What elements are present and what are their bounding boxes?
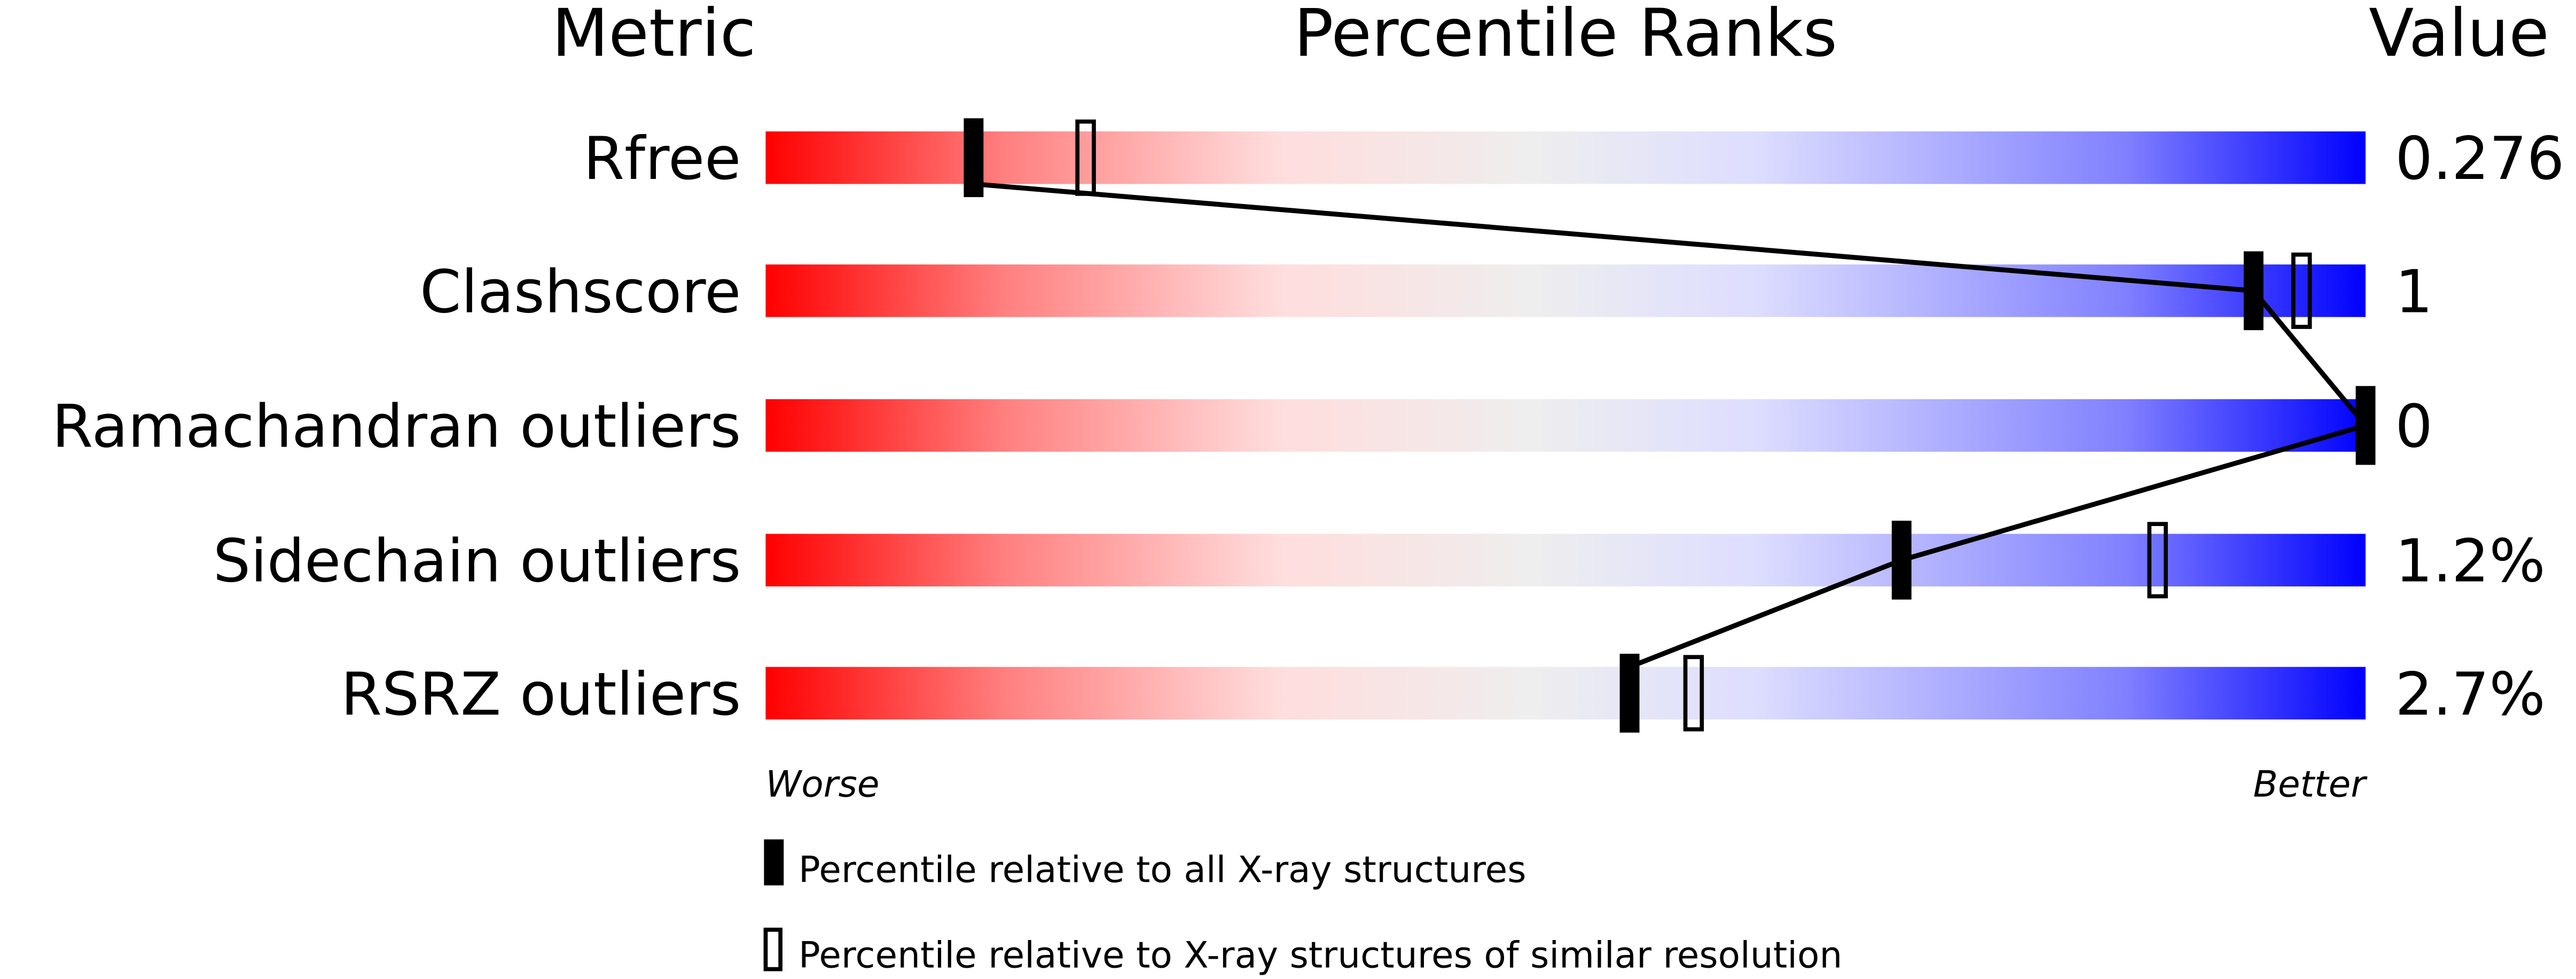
header-percentile-ranks: Percentile Ranks [1294,0,1837,72]
legend-similar-label: Percentile relative to X-ray structures … [798,934,1842,976]
percentile-bar [765,534,2366,586]
similar-resolution-marker [1683,655,1704,732]
metric-label: Rfree [583,124,741,193]
percentile-bar [765,399,2366,452]
all-structures-marker [1891,520,1912,600]
metric-value: 1.2% [2395,527,2545,596]
metric-value: 2.7% [2395,660,2545,729]
header-metric: Metric [552,0,756,72]
similar-resolution-marker [2147,522,2168,599]
similar-resolution-marker [1075,119,1096,196]
all-structures-marker [1619,654,1640,733]
metric-value: 1 [2395,257,2432,326]
percentile-bar [765,667,2366,720]
metric-label: Clashscore [420,257,741,326]
metric-value: 0 [2395,393,2432,461]
metric-value: 0.276 [2395,124,2564,193]
percentile-bar [765,264,2366,317]
metric-label: Sidechain outliers [213,527,741,596]
legend-all-label: Percentile relative to all X-ray structu… [798,849,1526,891]
similar-resolution-marker [2291,252,2312,329]
legend-filled-marker-icon [764,839,784,886]
axis-better-label: Better [2253,763,2368,805]
all-structures-marker [2243,251,2264,331]
legend-outline-marker-icon [763,927,783,972]
percentile-bar [765,131,2366,184]
axis-worse-label: Worse [765,763,879,805]
all-structures-marker [2355,386,2376,465]
metric-label: Ramachandran outliers [52,393,741,461]
metric-label: RSRZ outliers [341,660,741,729]
all-structures-marker [964,118,984,198]
header-value: Value [2369,0,2549,72]
